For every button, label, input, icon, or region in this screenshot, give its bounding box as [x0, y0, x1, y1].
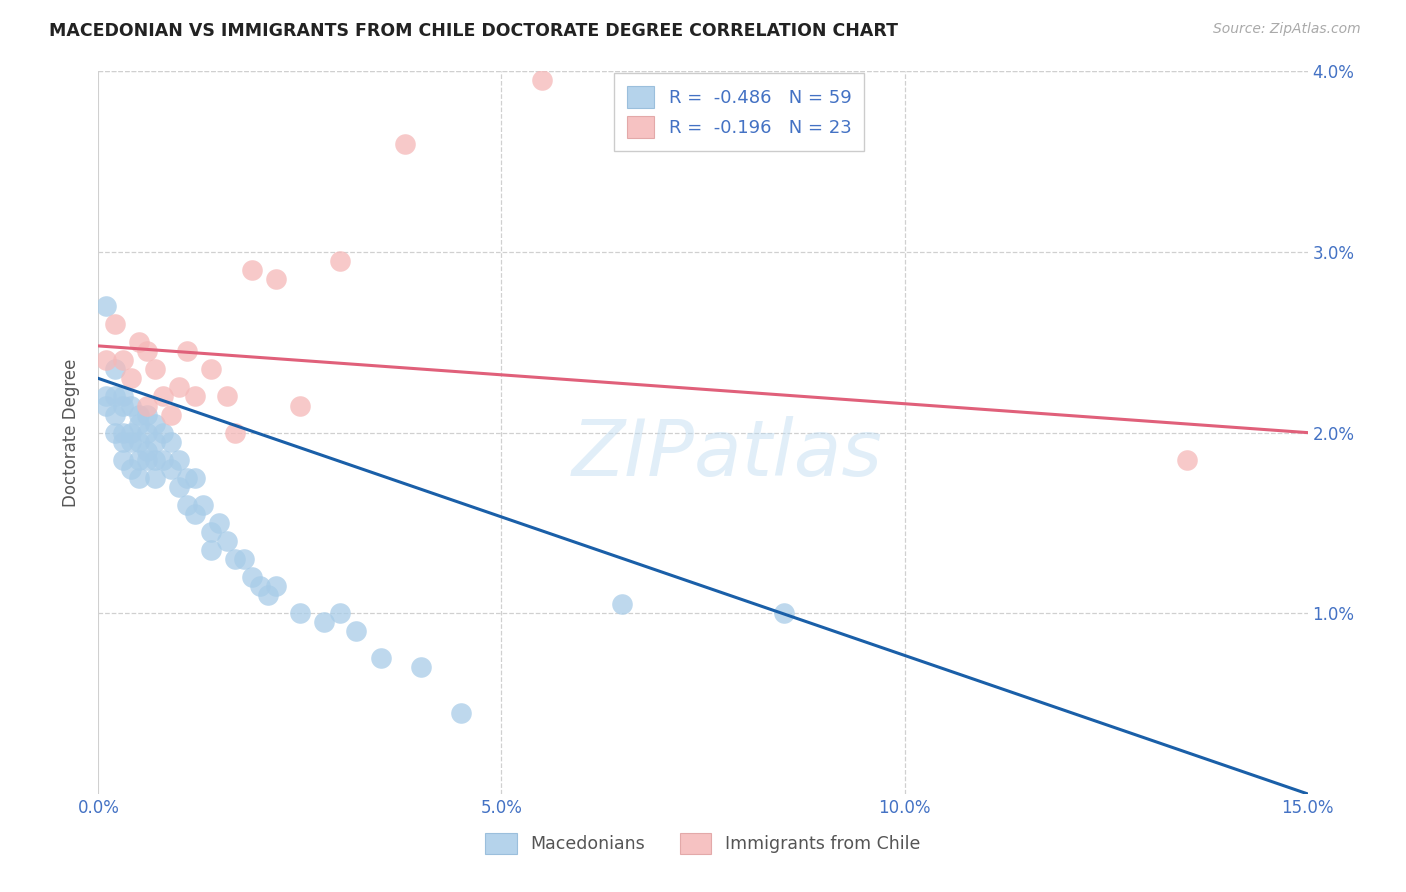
Point	[224, 425, 246, 440]
Point	[120, 399, 142, 413]
Y-axis label: Doctorate Degree: Doctorate Degree	[62, 359, 80, 507]
Point	[232, 552, 254, 566]
Point	[111, 399, 134, 413]
Point	[249, 579, 271, 593]
Point	[120, 434, 142, 449]
Point	[103, 318, 125, 332]
Point	[329, 254, 352, 268]
Point	[103, 389, 125, 403]
Point	[152, 452, 174, 467]
Point	[160, 408, 183, 422]
Point	[103, 408, 125, 422]
Point	[111, 389, 134, 403]
Point	[224, 552, 246, 566]
Point	[1175, 452, 1198, 467]
Point	[167, 380, 190, 394]
Point	[176, 344, 198, 359]
Point	[288, 399, 311, 413]
Legend: Macedonians, Immigrants from Chile: Macedonians, Immigrants from Chile	[478, 826, 928, 861]
Point	[184, 507, 207, 521]
Point	[152, 389, 174, 403]
Point	[128, 434, 150, 449]
Point	[200, 362, 222, 376]
Point	[450, 706, 472, 720]
Point	[135, 452, 157, 467]
Point	[200, 543, 222, 558]
Point	[96, 299, 118, 313]
Point	[135, 425, 157, 440]
Point	[329, 607, 352, 621]
Point	[120, 371, 142, 385]
Point	[111, 434, 134, 449]
Point	[314, 615, 336, 630]
Point	[135, 443, 157, 458]
Point	[200, 524, 222, 539]
Point	[96, 389, 118, 403]
Point	[111, 452, 134, 467]
Point	[135, 344, 157, 359]
Point	[96, 353, 118, 368]
Point	[167, 452, 190, 467]
Point	[103, 362, 125, 376]
Point	[394, 136, 416, 151]
Point	[128, 452, 150, 467]
Point	[160, 434, 183, 449]
Point	[143, 471, 166, 485]
Point	[288, 607, 311, 621]
Point	[167, 480, 190, 494]
Text: ZIPatlas: ZIPatlas	[572, 417, 883, 492]
Point	[176, 498, 198, 512]
Point	[135, 399, 157, 413]
Point	[135, 408, 157, 422]
Point	[240, 263, 263, 277]
Point	[184, 389, 207, 403]
Point	[143, 434, 166, 449]
Point	[152, 425, 174, 440]
Text: MACEDONIAN VS IMMIGRANTS FROM CHILE DOCTORATE DEGREE CORRELATION CHART: MACEDONIAN VS IMMIGRANTS FROM CHILE DOCT…	[49, 22, 898, 40]
Point	[208, 516, 231, 530]
Point	[256, 588, 278, 602]
Point	[128, 335, 150, 350]
Point	[143, 362, 166, 376]
Point	[120, 425, 142, 440]
Point	[111, 353, 134, 368]
Point	[111, 425, 134, 440]
Point	[143, 452, 166, 467]
Point	[370, 651, 392, 665]
Point	[143, 417, 166, 431]
Point	[344, 624, 367, 639]
Point	[103, 425, 125, 440]
Point	[128, 408, 150, 422]
Point	[772, 607, 794, 621]
Point	[128, 417, 150, 431]
Point	[176, 471, 198, 485]
Point	[184, 471, 207, 485]
Point	[612, 597, 634, 611]
Point	[530, 73, 553, 87]
Point	[409, 660, 432, 674]
Point	[264, 579, 287, 593]
Point	[217, 389, 239, 403]
Point	[120, 462, 142, 476]
Point	[193, 498, 215, 512]
Point	[217, 533, 239, 548]
Point	[264, 272, 287, 286]
Text: Source: ZipAtlas.com: Source: ZipAtlas.com	[1213, 22, 1361, 37]
Point	[160, 462, 183, 476]
Point	[96, 399, 118, 413]
Point	[240, 570, 263, 584]
Point	[128, 471, 150, 485]
